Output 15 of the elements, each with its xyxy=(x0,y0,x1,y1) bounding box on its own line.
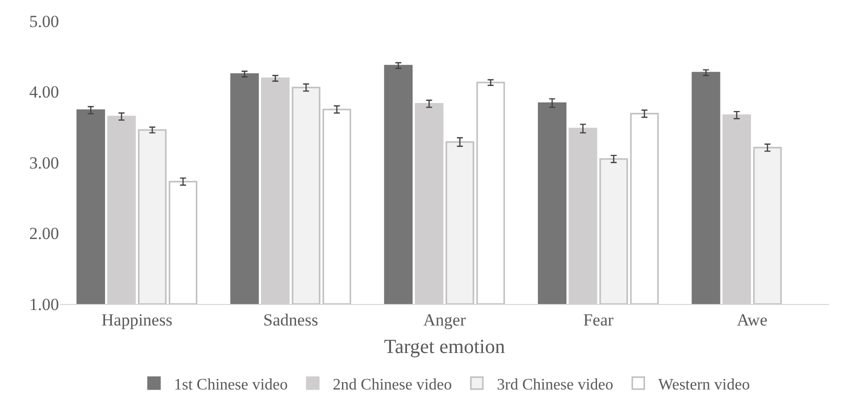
x-axis-title: Target emotion xyxy=(384,336,505,358)
legend-label: 2nd Chinese video xyxy=(332,376,452,394)
x-tick-label: Awe xyxy=(736,310,768,330)
y-tick-label: 4.00 xyxy=(29,82,59,102)
x-tick-label: Fear xyxy=(583,310,614,330)
x-tick-label: Sadness xyxy=(263,310,318,330)
legend-label: 1st Chinese video xyxy=(174,376,288,394)
legend-label: Western video xyxy=(658,376,750,394)
y-tick-label: 2.00 xyxy=(29,224,59,244)
y-tick-label: 1.00 xyxy=(29,294,59,314)
y-tick-label: 5.00 xyxy=(29,12,59,31)
y-tick-label: 3.00 xyxy=(29,153,59,172)
x-tick-label: Happiness xyxy=(101,310,172,330)
legend-label: 3rd Chinese video xyxy=(496,376,614,394)
x-tick-label: Anger xyxy=(423,310,466,330)
